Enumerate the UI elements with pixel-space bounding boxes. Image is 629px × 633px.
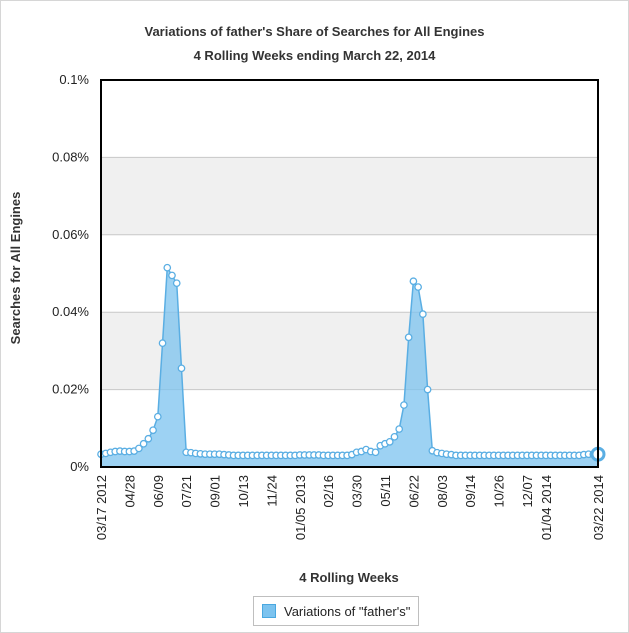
x-tick-label: 06/22	[406, 475, 421, 508]
data-point[interactable]	[149, 426, 157, 435]
data-point[interactable]	[153, 412, 162, 421]
x-tick-label: 02/16	[321, 475, 336, 508]
x-tick-label: 09/01	[208, 475, 223, 508]
data-point[interactable]	[404, 333, 413, 342]
plot-border	[100, 79, 599, 468]
data-point[interactable]	[139, 439, 148, 448]
grid-bands	[101, 157, 598, 390]
data-point[interactable]	[135, 444, 143, 453]
x-tick-label: 08/03	[435, 475, 450, 508]
data-point[interactable]	[168, 271, 176, 280]
x-tick-label: 12/07	[520, 475, 535, 508]
x-tick-label: 07/21	[179, 475, 194, 508]
data-point[interactable]	[423, 385, 432, 394]
x-tick-label: 03/17 2012	[94, 475, 109, 540]
y-tick-label: 0.04%	[52, 304, 89, 319]
series-points	[97, 263, 606, 462]
data-point[interactable]	[395, 425, 404, 433]
x-tick-label: 03/30	[350, 475, 365, 508]
x-tick-label: 10/13	[236, 475, 251, 508]
x-axis-label: 4 Rolling Weeks	[299, 570, 398, 585]
y-tick-label: 0%	[70, 459, 89, 474]
y-axis-label: Searches for All Engines	[8, 192, 23, 345]
y-tick-label: 0.02%	[52, 382, 89, 397]
x-tick-label: 06/09	[151, 475, 166, 508]
chart-title: Variations of father's Share of Searches…	[144, 24, 485, 39]
x-tick-label: 01/04 2014	[539, 475, 554, 540]
x-tick-label: 10/26	[492, 475, 507, 508]
data-point[interactable]	[409, 277, 418, 286]
data-point[interactable]	[390, 432, 399, 441]
x-tick-label: 11/24	[264, 475, 279, 507]
chart-subtitle: 4 Rolling Weeks ending March 22, 2014	[193, 48, 436, 63]
data-point[interactable]	[419, 310, 427, 318]
grid-band	[101, 312, 598, 390]
data-point[interactable]	[163, 263, 172, 272]
y-tick-label: 0.08%	[52, 149, 89, 164]
x-tick-label: 03/22 2014	[591, 475, 606, 540]
data-point[interactable]	[371, 448, 380, 457]
x-tick-label: 04/28	[122, 475, 137, 508]
x-tick-label: 05/11	[378, 475, 393, 507]
data-point[interactable]	[177, 364, 186, 373]
data-point[interactable]	[414, 283, 422, 291]
y-tick-label: 0.1%	[59, 72, 89, 87]
y-tick-label: 0.06%	[52, 227, 89, 242]
data-point[interactable]	[172, 279, 181, 288]
legend-label: Variations of "father's"	[284, 603, 411, 619]
series-area	[101, 267, 598, 467]
legend-swatch	[262, 604, 276, 618]
data-point[interactable]	[144, 434, 153, 443]
x-tick-label: 09/14	[463, 475, 478, 508]
grid-band	[101, 157, 598, 235]
data-point[interactable]	[400, 401, 408, 409]
x-tick-label: 01/05 2013	[293, 475, 308, 540]
y-axis-ticks: 0% 0.02% 0.04% 0.06% 0.08% 0.1%	[52, 72, 89, 474]
x-axis-ticks: 03/17 2012 04/28 06/09 07/21 09/01 10/13 11/24…	[94, 475, 606, 540]
legend[interactable]: Variations of "father's"	[253, 596, 420, 626]
data-point[interactable]	[158, 339, 167, 348]
data-point[interactable]	[385, 437, 394, 446]
